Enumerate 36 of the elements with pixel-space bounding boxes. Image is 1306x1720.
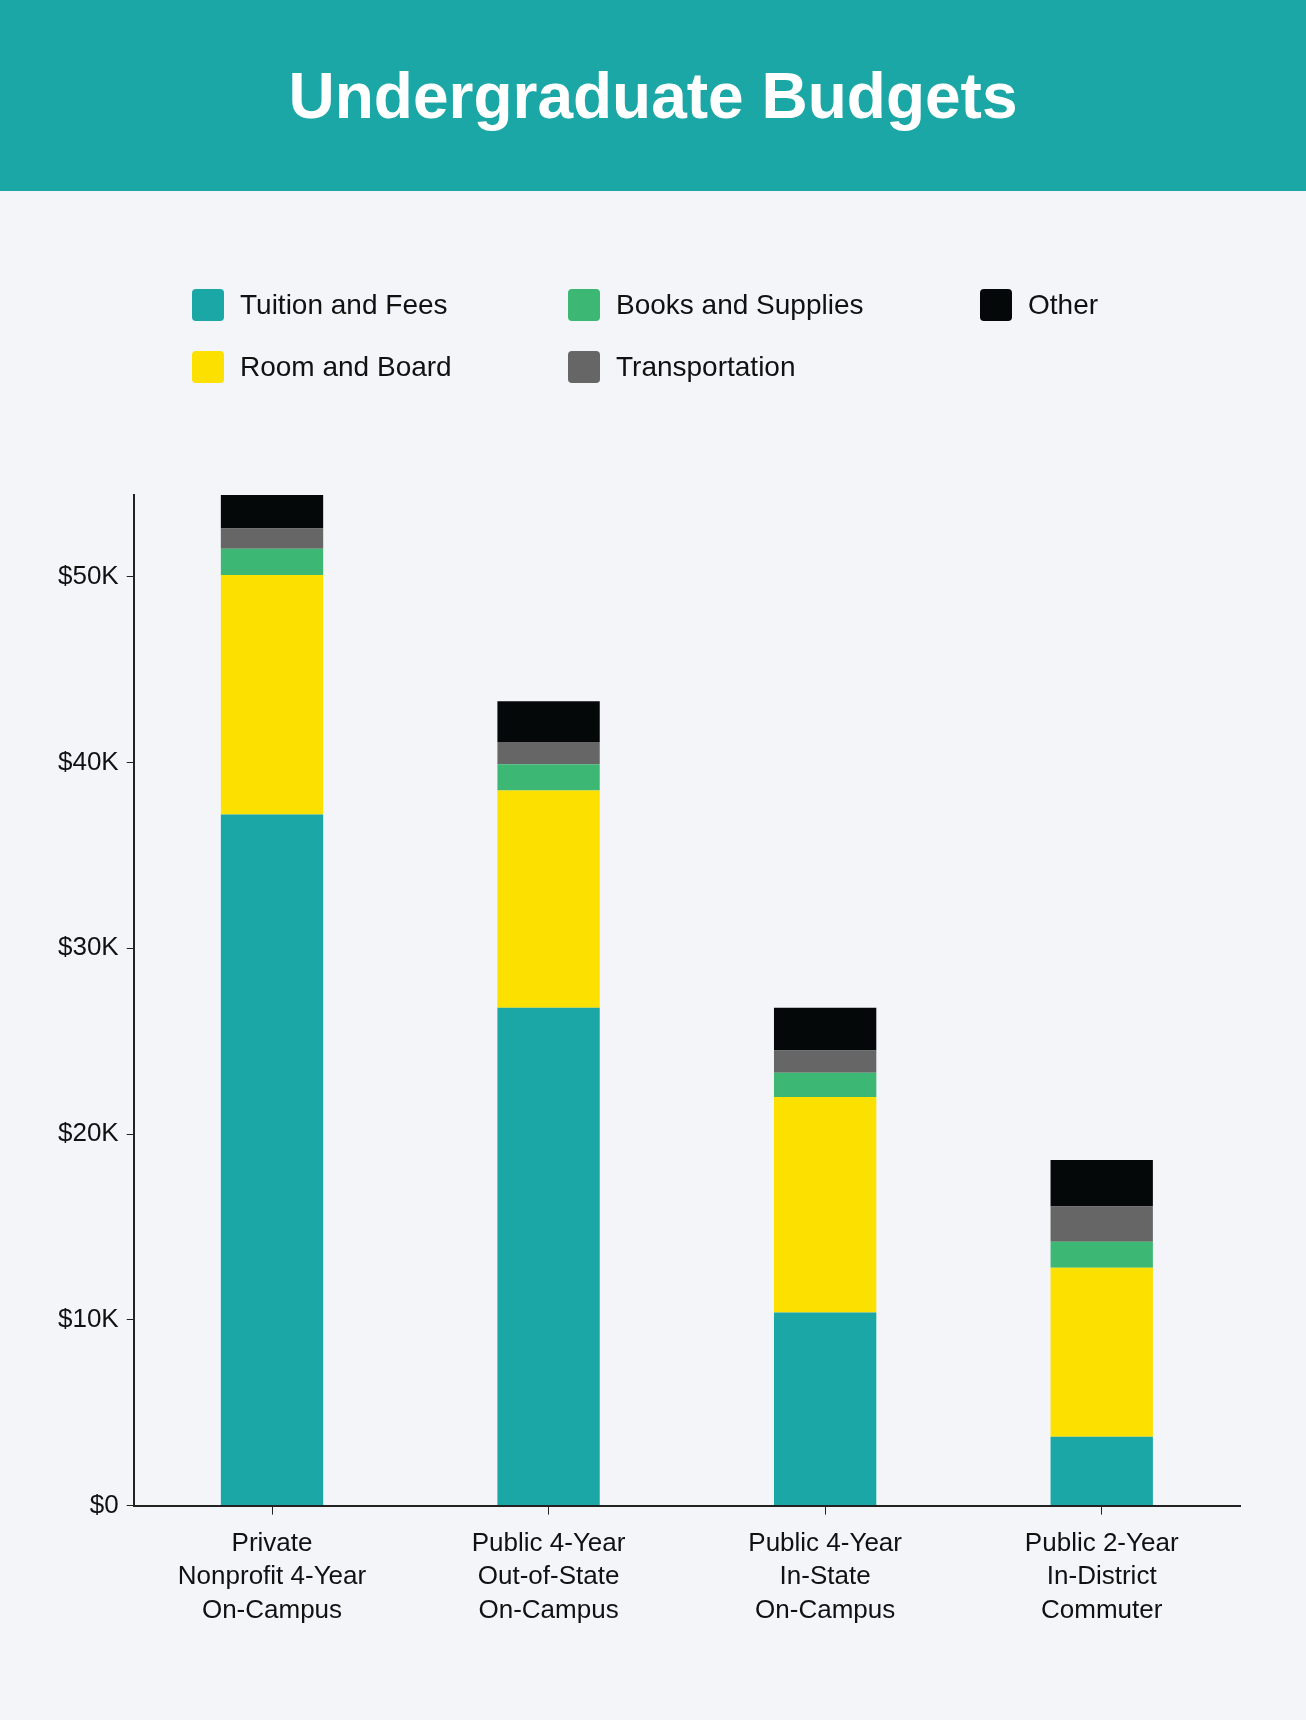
- bar: [497, 701, 600, 743]
- bar: [773, 1072, 877, 1097]
- legend-label: Books and Supplies: [616, 289, 864, 321]
- x-tick-label: Public 4-Year Out-of-State On-Campus: [471, 1526, 626, 1625]
- bar: [1050, 1206, 1153, 1242]
- bar: [497, 1007, 600, 1506]
- x-tick-label: Public 4-Year In-State On-Campus: [748, 1526, 903, 1625]
- bar: [220, 814, 324, 1506]
- x-tick-label: Private Nonprofit 4-Year On-Campus: [177, 1526, 367, 1625]
- bar: [220, 528, 324, 549]
- y-tick-label: $30K: [57, 931, 120, 962]
- y-tick-label: $0: [89, 1488, 119, 1519]
- bar: [220, 574, 324, 815]
- bar: [497, 790, 600, 1008]
- bar: [497, 742, 600, 765]
- legend-label: Tuition and Fees: [240, 289, 448, 321]
- bar: [773, 1050, 877, 1073]
- bar: [1050, 1436, 1153, 1506]
- bar: [1050, 1241, 1153, 1268]
- bar: [497, 764, 600, 791]
- bar: [1050, 1267, 1153, 1437]
- x-tick-label: Public 2-Year In-District Commuter: [1024, 1526, 1179, 1625]
- chart-title: Undergraduate Budgets: [0, 0, 1306, 191]
- bar: [773, 1096, 877, 1313]
- y-tick-label: $10K: [57, 1303, 120, 1333]
- legend-label: Transportation: [616, 351, 796, 383]
- bar: [773, 1007, 877, 1051]
- y-tick-label: $40K: [57, 745, 120, 776]
- bar: [220, 548, 324, 575]
- bar: [220, 495, 324, 529]
- y-tick-label: $50K: [57, 559, 120, 590]
- y-tick-label: $20K: [57, 1117, 120, 1148]
- bar: [773, 1312, 877, 1506]
- bar: [1050, 1160, 1153, 1207]
- legend-label: Other: [1028, 289, 1099, 321]
- legend-label: Room and Board: [240, 351, 452, 383]
